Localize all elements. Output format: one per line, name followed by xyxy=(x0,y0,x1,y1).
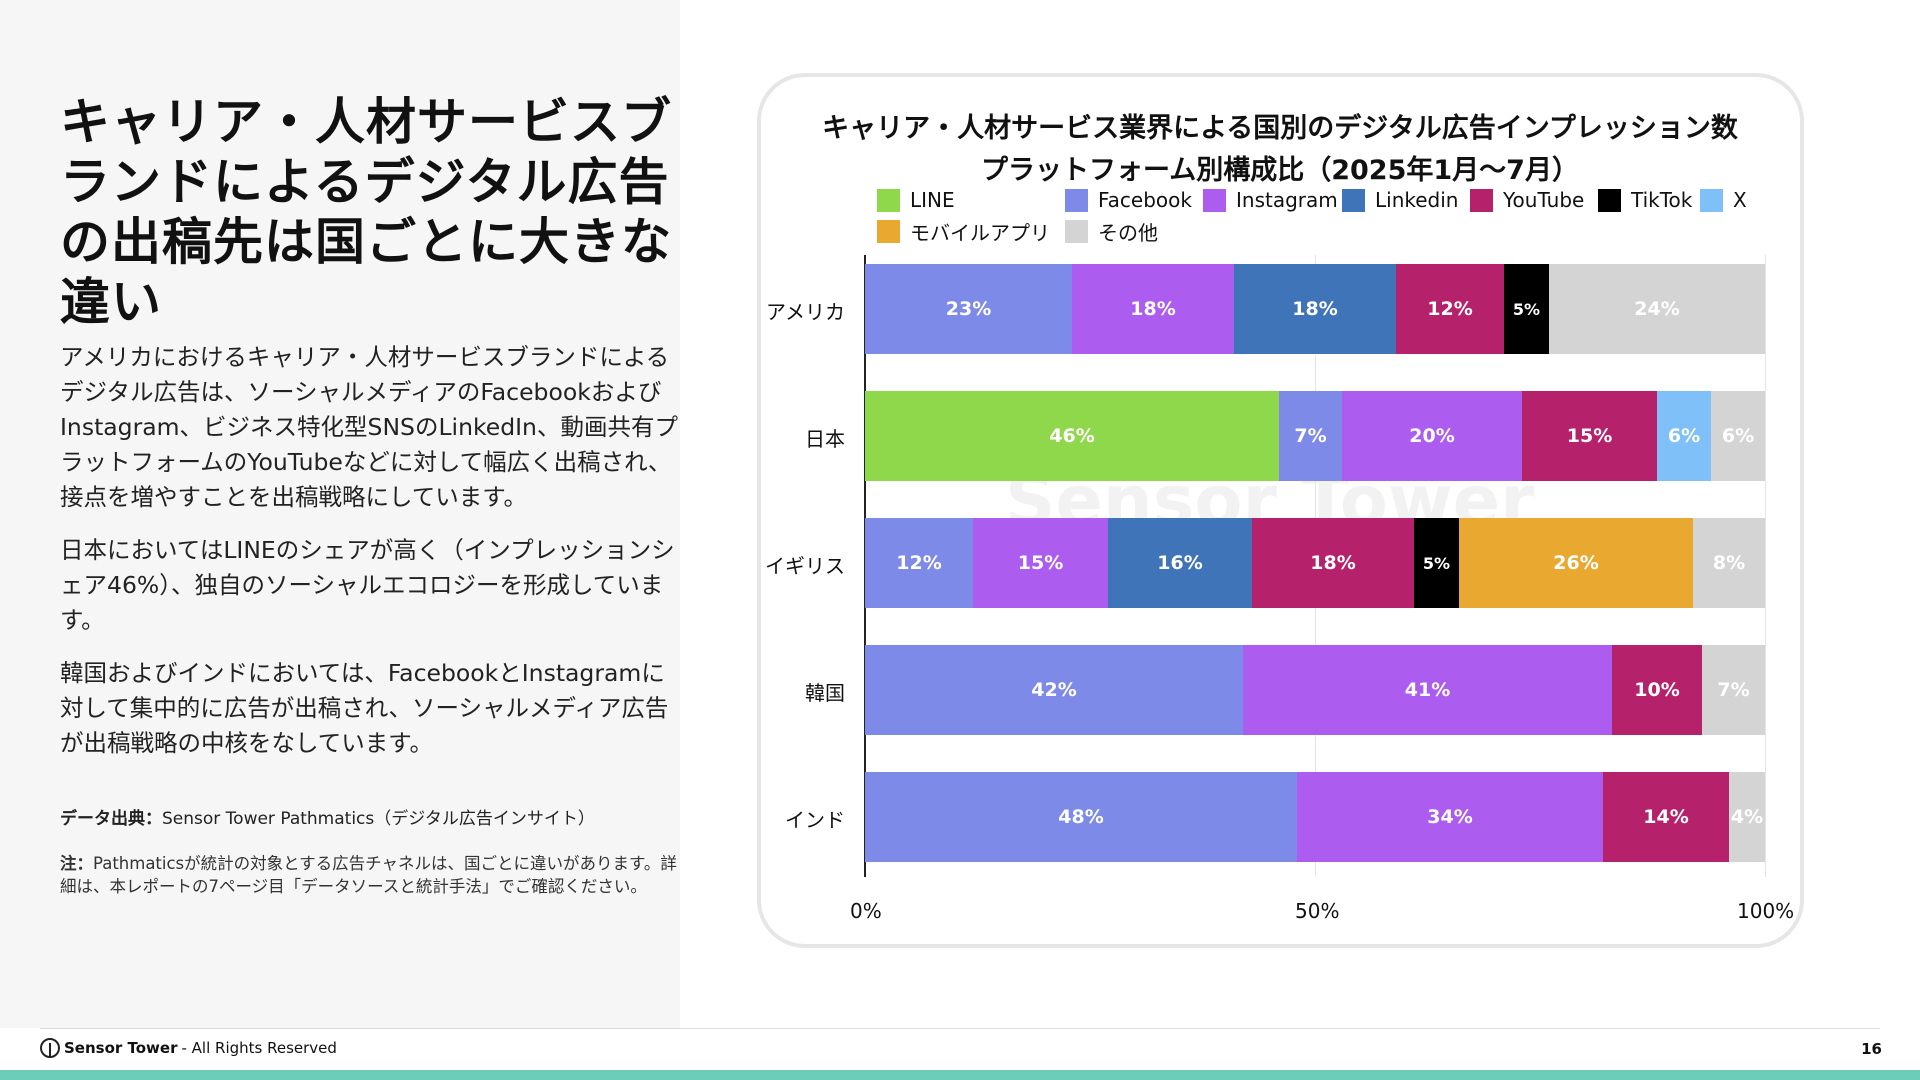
paragraph-japan: 日本においてはLINEのシェアが高く（インプレッションシェア46%）、独自のソー… xyxy=(60,536,675,634)
category-label: 日本 xyxy=(805,427,845,451)
bar-segment: 18% xyxy=(1072,264,1234,354)
legend-item-7: モバイルアプリ xyxy=(877,217,1050,246)
bar-segment: 15% xyxy=(973,518,1108,608)
bar-segment: 6% xyxy=(1657,391,1711,481)
text-panel: キャリア・人材サービスブランドによるデジタル広告の出稿先は国ごとに大きな違い ア… xyxy=(0,0,680,1028)
note-label: 注： xyxy=(60,854,93,873)
legend-swatch xyxy=(1065,220,1088,243)
legend-swatch xyxy=(1700,188,1723,212)
bar-segment: 18% xyxy=(1234,264,1396,354)
sensor-tower-logo-icon xyxy=(40,1038,60,1058)
paragraph-usa: アメリカにおけるキャリア・人材サービスブランドによるデジタル広告は、ソーシャルメ… xyxy=(60,343,678,511)
legend-item-8: その他 xyxy=(1065,217,1158,246)
bar-segment: 6% xyxy=(1711,391,1765,481)
legend-label: Facebook xyxy=(1098,188,1192,212)
page-number: 16 xyxy=(1861,1040,1882,1058)
legend-item-1: Facebook xyxy=(1065,188,1192,212)
paragraph-korea-india: 韓国およびインドにおいては、FacebookとInstagramに対して集中的に… xyxy=(60,659,669,757)
legend-item-4: YouTube xyxy=(1470,188,1584,212)
category-label: インド xyxy=(785,808,845,832)
bar-segment: 34% xyxy=(1297,772,1603,862)
x-tick-label: 100% xyxy=(1737,899,1795,923)
bar-segment: 8% xyxy=(1693,518,1765,608)
footnote: 注：Pathmaticsが統計の対象とする広告チャネルは、国ごとに違いがあります… xyxy=(60,852,680,898)
bar-segment: 15% xyxy=(1522,391,1657,481)
legend-item-2: Instagram xyxy=(1203,188,1338,212)
footer: Sensor Tower - All Rights Reserved xyxy=(40,1038,337,1058)
source-label: データ出典： xyxy=(60,809,162,829)
bar-segment: 5% xyxy=(1414,518,1459,608)
legend-label: Linkedin xyxy=(1375,188,1459,212)
chart-title-line2: プラットフォーム別構成比（2025年1月〜7月） xyxy=(981,155,1579,186)
x-tick-label: 50% xyxy=(1295,899,1340,923)
bar-segment: 23% xyxy=(865,264,1072,354)
category-label: イギリス xyxy=(765,554,845,578)
legend-item-6: X xyxy=(1700,188,1747,212)
bar-segment: 4% xyxy=(1729,772,1765,862)
legend-swatch xyxy=(1470,188,1493,212)
bar-segment: 5% xyxy=(1504,264,1549,354)
bottom-accent-bar xyxy=(0,1070,1920,1080)
legend-label: モバイルアプリ xyxy=(910,221,1050,245)
gridline xyxy=(1765,255,1766,877)
bar-segment: 20% xyxy=(1342,391,1522,481)
legend-label: YouTube xyxy=(1503,188,1585,212)
legend-swatch xyxy=(1598,188,1621,212)
legend-label: Instagram xyxy=(1236,188,1338,212)
legend-label: TikTok xyxy=(1631,188,1693,212)
bar-segment: 16% xyxy=(1108,518,1252,608)
bar-segment: 12% xyxy=(865,518,973,608)
legend-swatch xyxy=(1342,188,1365,212)
bar-segment: 7% xyxy=(1279,391,1342,481)
bar-segment: 14% xyxy=(1603,772,1729,862)
data-source: データ出典：Sensor Tower Pathmatics（デジタル広告インサイ… xyxy=(60,804,680,829)
category-label: 韓国 xyxy=(805,681,845,705)
bar-segment: 26% xyxy=(1459,518,1693,608)
bar-segment: 48% xyxy=(865,772,1297,862)
footer-divider xyxy=(40,1028,1880,1029)
footer-rights: - All Rights Reserved xyxy=(181,1039,337,1057)
bar-segment: 12% xyxy=(1396,264,1504,354)
legend-label: その他 xyxy=(1098,221,1158,245)
bar-segment: 46% xyxy=(865,391,1279,481)
page-title: キャリア・人材サービスブランドによるデジタル広告の出稿先は国ごとに大きな違い xyxy=(60,93,672,331)
bar-segment: 18% xyxy=(1252,518,1414,608)
bar-segment: 10% xyxy=(1612,645,1702,735)
legend-swatch xyxy=(1065,188,1088,212)
legend-label: X xyxy=(1733,188,1747,212)
legend-item-3: Linkedin xyxy=(1342,188,1458,212)
bar-segment: 7% xyxy=(1702,645,1765,735)
legend-swatch xyxy=(877,220,900,243)
legend-swatch xyxy=(1203,188,1226,212)
legend-label: LINE xyxy=(910,188,955,212)
body-text: アメリカにおけるキャリア・人材サービスブランドによるデジタル広告は、ソーシャルメ… xyxy=(60,340,680,779)
footer-brand: Sensor Tower xyxy=(64,1039,178,1057)
bar-segment: 24% xyxy=(1549,264,1765,354)
source-text: Sensor Tower Pathmatics（デジタル広告インサイト） xyxy=(162,809,595,829)
category-label: アメリカ xyxy=(766,300,845,324)
legend-swatch xyxy=(877,188,900,212)
bar-segment: 42% xyxy=(865,645,1243,735)
chart-title-line1: キャリア・人材サービス業界による国別のデジタル広告インプレッション数 xyxy=(822,113,1738,144)
legend-item-5: TikTok xyxy=(1598,188,1692,212)
x-tick-label: 0% xyxy=(850,899,882,923)
legend-item-0: LINE xyxy=(877,188,955,212)
bar-segment: 41% xyxy=(1243,645,1612,735)
note-text: Pathmaticsが統計の対象とする広告チャネルは、国ごとに違いがあります。詳… xyxy=(60,854,677,896)
